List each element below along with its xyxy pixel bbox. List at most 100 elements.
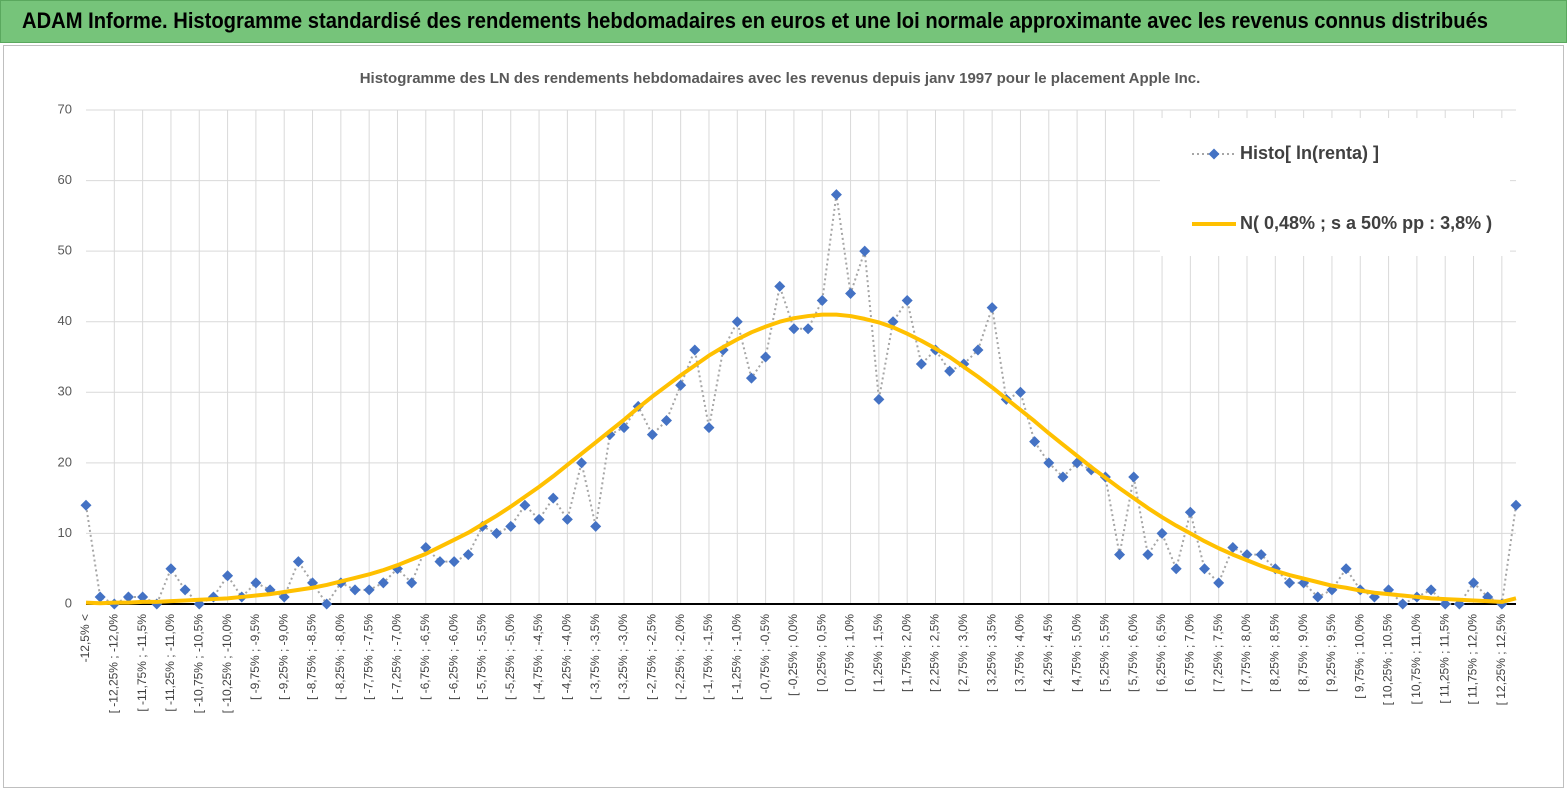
data-point: [491, 527, 503, 539]
data-point: [1128, 471, 1140, 483]
x-tick-label: [ 1,25% ; 1,5%: [871, 614, 885, 692]
data-point: [1439, 598, 1451, 610]
data-point: [505, 520, 517, 532]
x-tick-label: [ 0,75% ; 1,0%: [843, 614, 857, 692]
data-point: [1213, 577, 1225, 589]
x-tick-label: [ -6,75% ; -6,5%: [418, 614, 432, 700]
x-tick-label: [ -5,75% ; -5,5%: [475, 614, 489, 700]
data-point: [675, 379, 687, 391]
data-point: [901, 295, 913, 307]
chart-frame: [3, 45, 1564, 788]
x-tick-label: [ 2,75% ; 3,0%: [956, 614, 970, 692]
x-tick-label: [ 6,75% ; 7,0%: [1183, 614, 1197, 692]
x-tick-label: [ -9,25% ; -9,0%: [276, 614, 290, 700]
legend-label: Histo[ ln(renta) ]: [1240, 143, 1379, 163]
x-tick-label: [ 5,25% ; 5,5%: [1098, 614, 1112, 692]
x-tick-label: [ 3,75% ; 4,0%: [1013, 614, 1027, 692]
data-point: [1510, 499, 1522, 511]
title-banner: [0, 0, 1567, 43]
data-point: [462, 549, 474, 561]
chart-subtitle: Histogramme des LN des rendements hebdom…: [360, 70, 1201, 87]
data-point: [1156, 527, 1168, 539]
y-tick-label: 0: [65, 595, 72, 610]
data-point: [816, 295, 828, 307]
data-point: [1255, 549, 1267, 561]
x-tick-label: [ -12,25% ; -12,0%: [106, 614, 120, 714]
legend-label: N( 0,48% ; s a 50% pp : 3,8% ): [1240, 213, 1492, 233]
data-point: [222, 570, 234, 582]
data-point: [165, 563, 177, 575]
x-tick-label: [ 2,25% ; 2,5%: [928, 614, 942, 692]
legend: Histo[ ln(renta) ] N( 0,48% ; s a 50% pp …: [1160, 118, 1510, 256]
x-tick-label: [ -0,25% ; 0,0%: [786, 614, 800, 696]
x-tick-label: [ 4,75% ; 5,0%: [1069, 614, 1083, 692]
data-point: [137, 591, 149, 603]
x-tick-label: [ 7,25% ; 7,5%: [1211, 614, 1225, 692]
x-tick-label: [ 9,75% ; 10,0%: [1352, 614, 1366, 699]
data-point: [519, 499, 531, 511]
x-tick-label: [ 11,75% ; 12,0%: [1466, 614, 1480, 705]
x-tick-label: [ -7,75% ; -7,5%: [361, 614, 375, 700]
data-point: [745, 372, 757, 384]
x-tick-label: [ 12,25% ; 12,5%: [1494, 614, 1508, 706]
x-tick-label: [ 4,25% ; 4,5%: [1041, 614, 1055, 692]
x-tick-label: [ 0,25% ; 0,5%: [814, 614, 828, 692]
y-tick-label: 40: [58, 313, 72, 328]
x-tick-label: [ -6,25% ; -6,0%: [446, 614, 460, 700]
data-point: [689, 344, 701, 356]
data-point: [1468, 577, 1480, 589]
data-point: [830, 189, 842, 201]
data-point: [349, 584, 361, 596]
data-point: [915, 358, 927, 370]
data-point: [561, 513, 573, 525]
y-tick-label: 20: [58, 454, 72, 469]
data-point: [1312, 591, 1324, 603]
x-tick-label: [ 8,25% ; 8,5%: [1267, 614, 1281, 692]
x-tick-label: [ -8,75% ; -8,5%: [305, 614, 319, 700]
data-point: [122, 591, 134, 603]
data-point: [576, 457, 588, 469]
data-point: [1029, 436, 1041, 448]
data-point: [618, 422, 630, 434]
data-point: [292, 556, 304, 568]
y-tick-label: 70: [58, 101, 72, 116]
data-point: [1340, 563, 1352, 575]
x-tick-label: [ 5,75% ; 6,0%: [1126, 614, 1140, 692]
x-tick-label: [ 3,25% ; 3,5%: [984, 614, 998, 692]
x-tick-label: -12,5% <: [78, 614, 92, 662]
data-point: [406, 577, 418, 589]
data-point: [448, 556, 460, 568]
x-tick-label: [ -8,25% ; -8,0%: [333, 614, 347, 700]
y-tick-label: 60: [58, 172, 72, 187]
x-tick-label: [ 8,75% ; 9,0%: [1296, 614, 1310, 692]
data-point: [363, 584, 375, 596]
data-point: [646, 429, 658, 441]
x-tick-label: [ -2,25% ; -2,0%: [673, 614, 687, 700]
x-tick-label: [ -9,75% ; -9,5%: [248, 614, 262, 700]
data-point: [774, 280, 786, 292]
data-point: [250, 577, 262, 589]
x-tick-label: [ -1,75% ; -1,5%: [701, 614, 715, 700]
data-point: [859, 245, 871, 257]
x-tick-label: [ -3,25% ; -3,0%: [616, 614, 630, 700]
data-point: [802, 323, 814, 335]
data-point: [1114, 549, 1126, 561]
x-tick-label: [ -11,75% ; -11,5%: [135, 614, 149, 712]
x-tick-label: [ -3,75% ; -3,5%: [588, 614, 602, 700]
data-point: [590, 520, 602, 532]
data-point: [533, 513, 545, 525]
x-tick-label: [ -0,75% ; -0,5%: [758, 614, 772, 700]
data-point: [1283, 577, 1295, 589]
data-point: [731, 316, 743, 328]
legend-box: [1160, 118, 1510, 256]
x-tick-label: [ -2,75% ; -2,5%: [645, 614, 659, 700]
data-point: [1227, 542, 1239, 554]
x-tick-label: [ 10,75% ; 11,0%: [1409, 614, 1423, 705]
data-point: [788, 323, 800, 335]
data-point: [94, 591, 106, 603]
data-point: [944, 365, 956, 377]
x-tick-label: [ -5,25% ; -5,0%: [503, 614, 517, 700]
data-point: [660, 415, 672, 427]
x-tick-label: [ 11,25% ; 11,5%: [1437, 614, 1451, 704]
x-tick-label: [ -4,25% ; -4,0%: [560, 614, 574, 700]
